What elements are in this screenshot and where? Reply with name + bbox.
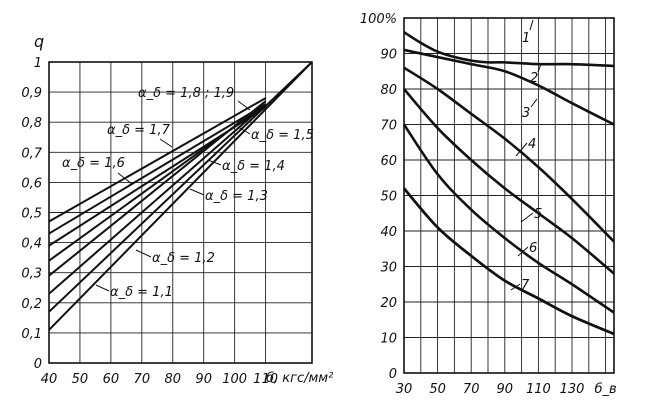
left-series-line-6 <box>48 103 267 295</box>
leader-6 <box>517 246 529 257</box>
left-x-tick-label: 70 <box>134 372 151 387</box>
right-y-tick-label: 0 <box>389 367 397 382</box>
left-x-tick-label: 90 <box>195 372 212 387</box>
leader-2 <box>537 63 542 73</box>
label-alpha-1-1: α_δ = 1,1 <box>110 285 173 300</box>
left-x-tick-label: 50 <box>72 372 89 387</box>
right-curve-5 <box>402 123 615 314</box>
left-y-tick-label: 0,3 <box>21 267 42 282</box>
right-y-tick-label: 80 <box>380 83 397 98</box>
leader-alpha-1-1 <box>95 284 110 292</box>
right-x-tick-label: 130 <box>560 382 585 397</box>
left-series-line-8 <box>48 61 313 331</box>
leader-alpha-1-7 <box>159 138 173 148</box>
left-x-axis-label: б, кгс/мм² <box>266 371 333 386</box>
left-y-tick-label: 0,8 <box>21 116 42 131</box>
leader-alpha-1-8 <box>237 100 251 111</box>
right-y-tick-label: 40 <box>380 225 397 240</box>
left-y-tick-label: 0,9 <box>21 86 42 101</box>
right-x-tick-label: 50 <box>429 382 446 397</box>
left-y-tick-label: 1 <box>34 56 42 71</box>
left-x-ticks: 40 50 60 70 80 90 100 110 <box>41 372 278 387</box>
right-x-ticks: 30 50 70 90 110 130 б_в <box>396 382 617 397</box>
leader-alpha-1-4 <box>207 159 222 166</box>
left-grid <box>48 61 312 364</box>
left-series-lines <box>48 61 313 331</box>
left-x-tick-label: 100 <box>222 372 247 387</box>
label-alpha-1-3: α_δ = 1,3 <box>205 189 268 204</box>
left-chart: q б, кгс/мм² 0 0,1 0,2 0,3 0,4 0,5 0,6 0,7 0,8 0,… <box>21 32 333 387</box>
left-x-tick-label: 110 <box>253 372 278 387</box>
right-chart: 0 10 20 30 40 50 60 70 80 90 100% 30 50 70 90 110 130 б_… <box>360 12 617 397</box>
right-y-tick-label: 30 <box>380 261 397 276</box>
left-y-axis-label: q <box>34 32 44 51</box>
leader-alpha-1-6 <box>117 172 133 185</box>
left-series-line-1 <box>48 97 267 223</box>
left-x-tick-label: 40 <box>41 372 58 387</box>
leader-1 <box>529 19 534 31</box>
label-alpha-1-4: α_δ = 1,4 <box>222 159 285 174</box>
leader-alpha-1-5 <box>237 126 251 135</box>
label-alpha-1-8-1-9: α_δ = 1,8 ; 1,9 <box>138 86 234 101</box>
leader-alpha-1-3 <box>189 188 205 196</box>
right-x-tick-label: 110 <box>526 382 551 397</box>
curve-label-6: 6 <box>529 241 537 256</box>
right-y-tick-label: 70 <box>380 119 397 134</box>
left-series-line-7 <box>48 61 313 313</box>
right-y-tick-label: 90 <box>380 48 397 63</box>
label-alpha-1-5: α_δ = 1,5 <box>251 128 314 143</box>
right-x-tick-label: б_в <box>595 382 617 397</box>
left-series-line-5 <box>48 100 267 277</box>
right-y-tick-label: 100% <box>360 12 397 27</box>
right-curve-1 <box>403 31 615 68</box>
right-x-tick-label: 90 <box>497 382 514 397</box>
right-plot-frame <box>403 17 615 374</box>
curve-label-1: 1 <box>522 31 530 46</box>
left-y-tick-label: 0,5 <box>21 207 42 222</box>
left-y-ticks: 0 0,1 0,2 0,3 0,4 0,5 0,6 0,7 0,8 0,9 1 <box>21 56 42 372</box>
right-series-curves <box>402 31 615 336</box>
left-y-tick-label: 0,2 <box>21 297 42 312</box>
leader-5 <box>520 212 534 223</box>
left-y-tick-label: 0,7 <box>21 146 42 161</box>
right-curve-2 <box>403 48 615 126</box>
right-grid <box>403 17 614 374</box>
label-alpha-1-7: α_δ = 1,7 <box>107 123 171 138</box>
right-curve-3 <box>403 66 615 243</box>
leader-alpha-1-2 <box>135 249 152 258</box>
curve-label-3: 3 <box>522 106 530 121</box>
left-y-tick-label: 0,6 <box>21 176 42 191</box>
left-plot-frame <box>48 61 313 364</box>
leader-4 <box>515 142 528 157</box>
left-x-tick-label: 80 <box>164 372 181 387</box>
curve-label-5: 5 <box>534 207 542 222</box>
left-x-tick-label: 60 <box>103 372 120 387</box>
label-alpha-1-6: α_δ = 1,6 <box>62 156 125 171</box>
curve-label-7: 7 <box>521 278 530 293</box>
curve-label-2: 2 <box>530 71 538 86</box>
leader-3 <box>530 98 538 108</box>
label-alpha-1-2: α_δ = 1,2 <box>152 251 215 266</box>
curve-7 <box>403 187 615 336</box>
right-y-tick-label: 10 <box>380 332 397 347</box>
left-y-tick-label: 0,1 <box>21 327 42 342</box>
left-y-tick-label: 0,4 <box>21 237 42 252</box>
left-series-line-2 <box>48 103 267 235</box>
right-y-tick-label: 60 <box>380 154 397 169</box>
right-y-ticks: 0 10 20 30 40 50 60 70 80 90 100% <box>360 12 397 382</box>
left-y-tick-label: 0 <box>34 357 42 372</box>
right-curve-4 <box>403 88 615 275</box>
right-x-tick-label: 70 <box>463 382 480 397</box>
leader-7 <box>510 283 521 291</box>
right-y-tick-label: 20 <box>380 296 397 311</box>
curve-label-4: 4 <box>528 137 536 152</box>
right-x-tick-label: 30 <box>396 382 413 397</box>
right-y-tick-label: 50 <box>380 190 397 205</box>
